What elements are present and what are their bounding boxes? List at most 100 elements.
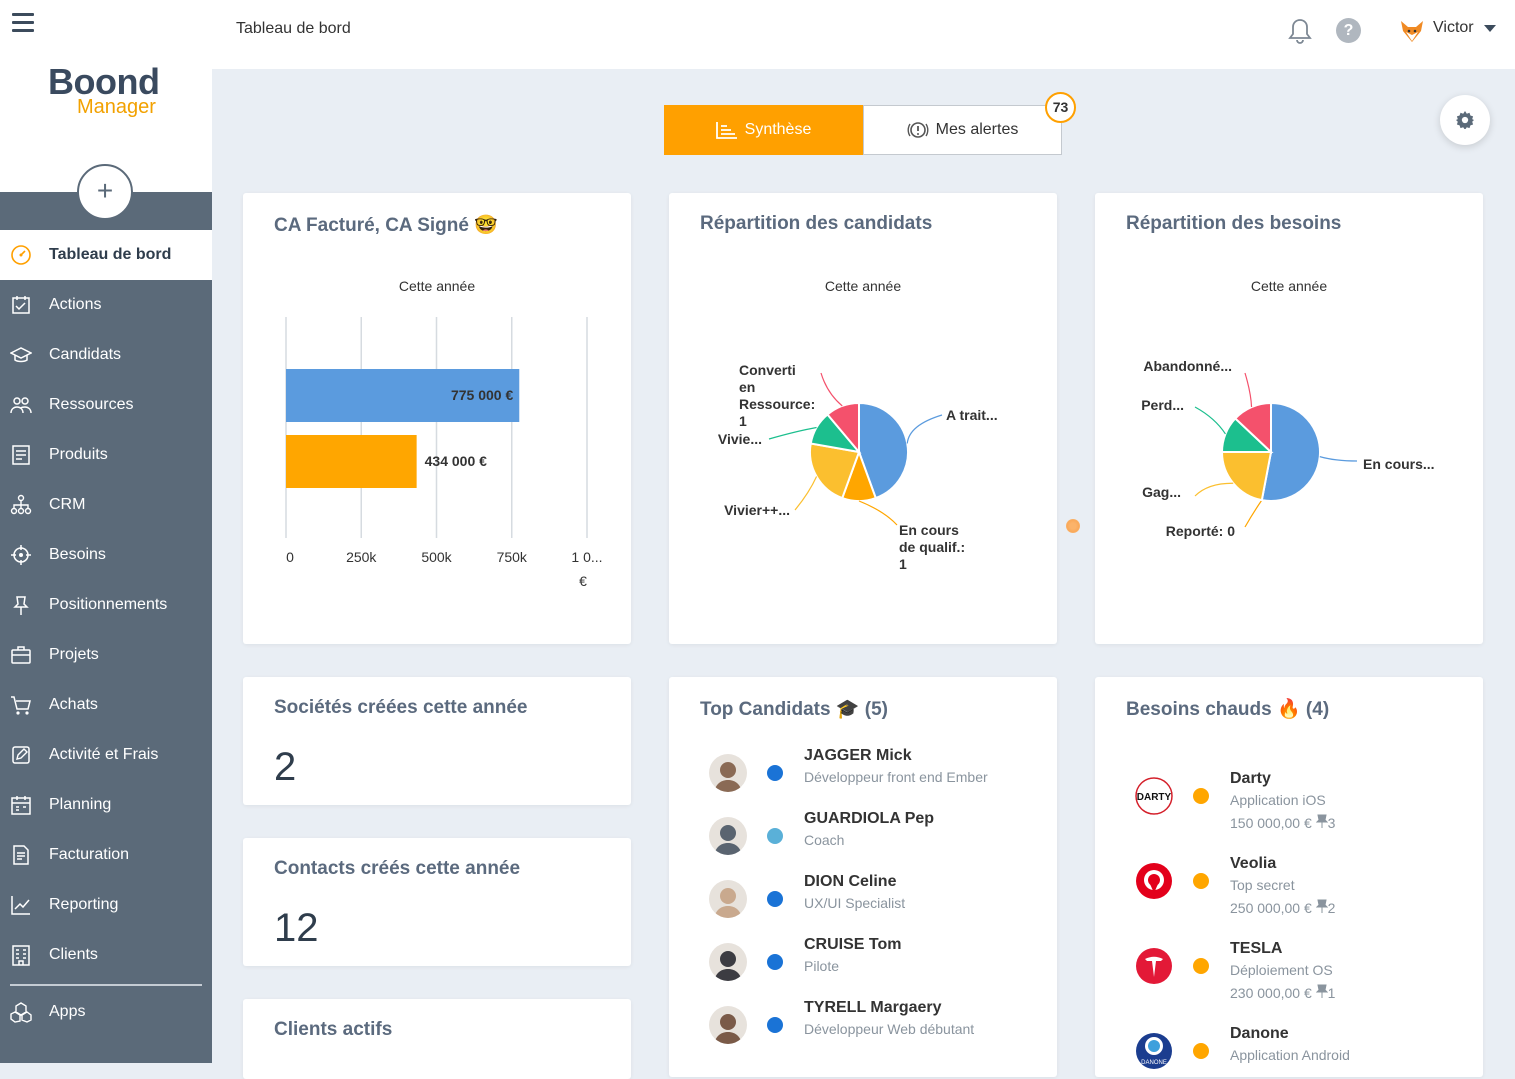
slice-label: En cours de qualif.: 1	[899, 522, 965, 572]
besoin-title: Application iOS	[1230, 792, 1326, 808]
candidate-role: Coach	[804, 832, 845, 848]
besoin-company[interactable]: TESLA	[1230, 940, 1283, 957]
reporting-icon	[11, 896, 30, 915]
bar-label: 434 000 €	[425, 453, 487, 469]
ca-card: CA Facturé, CA Signé 🤓 Cette année 0 250k…	[243, 193, 631, 644]
tab-synthese[interactable]: Synthèse	[664, 105, 863, 155]
avatar	[709, 817, 747, 855]
tab-alertes[interactable]: Mes alertes	[863, 105, 1062, 155]
list-item[interactable]: Veolia Top secret 250 000,00 € 2	[1135, 855, 1455, 916]
chevron-down-icon[interactable]	[1484, 25, 1496, 32]
sidebar-item-activit-et-frais[interactable]: Activité et Frais	[0, 730, 212, 780]
card-title: Répartition des besoins	[1126, 213, 1342, 234]
candidate-name[interactable]: JAGGER Mick	[804, 747, 912, 764]
company-logo: DARTY	[1135, 777, 1173, 815]
company-logo	[1135, 862, 1173, 900]
user-name[interactable]: Victor	[1433, 19, 1474, 36]
sidebar-item-clients[interactable]: Clients	[0, 930, 212, 980]
sidebar-item-reporting[interactable]: Reporting	[0, 880, 212, 930]
sidebar-item-crm[interactable]: CRM	[0, 480, 212, 530]
besoin-company[interactable]: Darty	[1230, 770, 1271, 787]
card-title: Répartition des candidats	[700, 213, 933, 234]
avatar	[709, 1006, 747, 1044]
candidate-role: Pilote	[804, 958, 840, 974]
pie-slice[interactable]	[1220, 451, 1273, 502]
list-item[interactable]: JAGGER Mick Développeur front end Ember	[709, 747, 1029, 804]
list-item[interactable]: GUARDIOLA Pep Coach	[709, 810, 1029, 867]
calendar-icon	[11, 796, 31, 815]
sidebar-item-projets[interactable]: Projets	[0, 630, 212, 680]
besoin-company[interactable]: Veolia	[1230, 855, 1277, 872]
bell-icon[interactable]	[1288, 17, 1312, 45]
slice-label: Reporté: 0	[1166, 523, 1235, 539]
connector-line	[1319, 456, 1358, 462]
pin-icon	[13, 596, 29, 615]
candidate-name[interactable]: TYRELL Margaery	[804, 999, 942, 1016]
sidebar-item-produits[interactable]: Produits	[0, 430, 212, 480]
sidebar-item-candidats[interactable]: Candidats	[0, 330, 212, 380]
status-dot	[767, 891, 783, 907]
x-tick-label: 0	[286, 549, 294, 565]
sidebar-item-label: Besoins	[49, 546, 106, 563]
sidebar-divider	[10, 984, 202, 986]
bar[interactable]	[286, 369, 520, 422]
help-icon[interactable]: ?	[1336, 18, 1361, 43]
dashboard-tabs: Synthèse Mes alertes	[664, 105, 1062, 155]
connector-line	[906, 414, 943, 444]
candidate-role: UX/UI Specialist	[804, 895, 906, 911]
list-item[interactable]: DANONE Danone Application Android	[1135, 1025, 1455, 1077]
sidebar-header: Boond Manager	[0, 0, 212, 192]
list-item[interactable]: DION Celine UX/UI Specialist	[709, 873, 1029, 930]
sidebar-item-label: Clients	[49, 946, 98, 963]
besoin-title: Application Android	[1230, 1047, 1350, 1063]
bar[interactable]	[286, 435, 417, 488]
graduation-cap-icon	[10, 347, 32, 363]
sidebar-item-planning[interactable]: Planning	[0, 780, 212, 830]
sidebar-nav: Tableau de bord Actions Candidats Ressource…	[0, 230, 212, 1034]
pie-slice[interactable]	[1233, 401, 1272, 455]
slice-label: A trait...	[946, 407, 998, 423]
list-item[interactable]: TYRELL Margaery Développeur Web débutant	[709, 999, 1029, 1056]
sidebar-item-ressources[interactable]: Ressources	[0, 380, 212, 430]
card-title: Top Candidats 🎓 (5)	[700, 699, 888, 720]
sidebar-item-actions[interactable]: Actions	[0, 280, 212, 330]
candidate-name[interactable]: DION Celine	[804, 873, 897, 890]
x-tick-label: 250k	[346, 549, 377, 565]
menu-icon[interactable]	[12, 13, 34, 33]
sidebar-item-facturation[interactable]: Facturation	[0, 830, 212, 880]
connector-line	[1244, 372, 1253, 408]
dashboard-icon	[11, 245, 31, 265]
connector-line	[858, 500, 898, 526]
clients-icon	[12, 945, 30, 966]
svg-text:DANONE: DANONE	[1141, 1060, 1167, 1066]
settings-button[interactable]	[1440, 95, 1490, 145]
x-tick-label: 1 0...	[571, 549, 602, 565]
list-item[interactable]: DARTY Darty Application iOS 150 000,00 € 3	[1135, 770, 1455, 831]
list-item[interactable]: CRUISE Tom Pilote	[709, 936, 1029, 993]
add-button[interactable]: +	[77, 164, 133, 220]
card-title: Besoins chauds 🔥 (4)	[1126, 699, 1330, 720]
sidebar-item-positionnements[interactable]: Positionnements	[0, 580, 212, 630]
slice-label: Gag...	[1142, 484, 1181, 500]
pin-icon	[1315, 899, 1328, 913]
cart-icon	[11, 696, 31, 715]
besoin-amount: 230 000,00 € 1	[1230, 984, 1336, 1001]
sidebar-item-label: Projets	[49, 646, 99, 663]
products-icon	[12, 445, 30, 465]
candidate-role: Développeur front end Ember	[804, 769, 988, 785]
sidebar-item-apps[interactable]: Apps	[0, 990, 212, 1034]
candidats-card: Répartition des candidats Cette année A …	[669, 193, 1057, 644]
sidebar-item-besoins[interactable]: Besoins	[0, 530, 212, 580]
candidate-name[interactable]: GUARDIOLA Pep	[804, 810, 935, 827]
candidate-name[interactable]: CRUISE Tom	[804, 936, 902, 953]
loading-indicator	[1066, 519, 1080, 533]
avatar[interactable]	[1399, 18, 1425, 44]
slice-label: Abandonné...	[1143, 358, 1232, 374]
sidebar-item-tableau-de-bord[interactable]: Tableau de bord	[0, 230, 212, 280]
chart-subtitle: Cette année	[824, 278, 902, 294]
besoin-company[interactable]: Danone	[1230, 1025, 1289, 1042]
list-item[interactable]: TESLA Déploiement OS 230 000,00 € 1	[1135, 940, 1455, 1001]
avatar	[709, 754, 747, 792]
status-dot	[767, 954, 783, 970]
sidebar-item-achats[interactable]: Achats	[0, 680, 212, 730]
